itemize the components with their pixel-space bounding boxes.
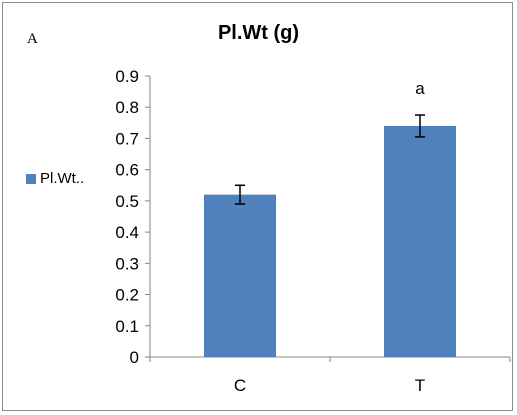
bar-T bbox=[384, 125, 456, 357]
x-tick-label: T bbox=[415, 376, 425, 395]
chart-title: Pl.Wt (g) bbox=[217, 22, 300, 44]
y-tick-label: 0.5 bbox=[115, 192, 139, 211]
x-tick-label: C bbox=[234, 376, 246, 395]
y-tick-label: 0.6 bbox=[115, 161, 139, 180]
y-tick-label: 0.9 bbox=[115, 67, 139, 86]
y-tick-label: 0.4 bbox=[115, 223, 139, 242]
bar-C bbox=[204, 194, 276, 357]
legend: Pl.Wt.. bbox=[26, 170, 84, 187]
significance-label-T: a bbox=[415, 79, 425, 98]
y-tick-label: 0.3 bbox=[115, 254, 139, 273]
y-tick-label: 0 bbox=[130, 348, 139, 367]
legend-swatch bbox=[26, 173, 36, 184]
y-tick-label: 0.8 bbox=[115, 98, 139, 117]
legend-label: Pl.Wt.. bbox=[40, 170, 85, 187]
y-tick-label: 0.2 bbox=[115, 286, 139, 305]
y-tick-label: 0.1 bbox=[115, 317, 139, 336]
panel-label: A bbox=[27, 31, 38, 47]
y-tick-label: 0.7 bbox=[115, 129, 139, 148]
